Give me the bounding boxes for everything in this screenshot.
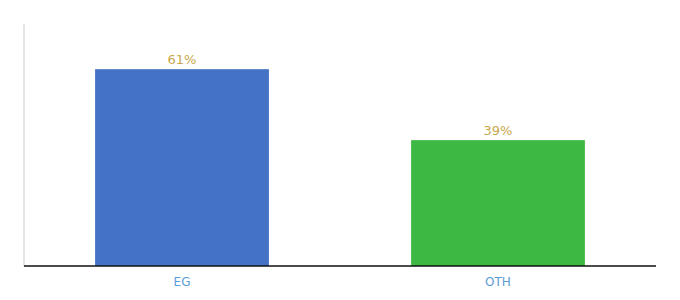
x-tick-label: EG	[174, 275, 191, 289]
bars	[95, 69, 585, 266]
chart-svg: 61% 39% EG OTH	[0, 0, 680, 300]
bar	[95, 69, 269, 266]
y-axis-line	[24, 24, 25, 266]
x-axis-line	[24, 265, 656, 267]
data-label: 61%	[168, 52, 197, 67]
chart-container: 61% 39% EG OTH	[0, 0, 680, 300]
data-label: 39%	[484, 123, 513, 138]
x-tick-label: OTH	[485, 275, 511, 289]
bar	[411, 140, 585, 266]
